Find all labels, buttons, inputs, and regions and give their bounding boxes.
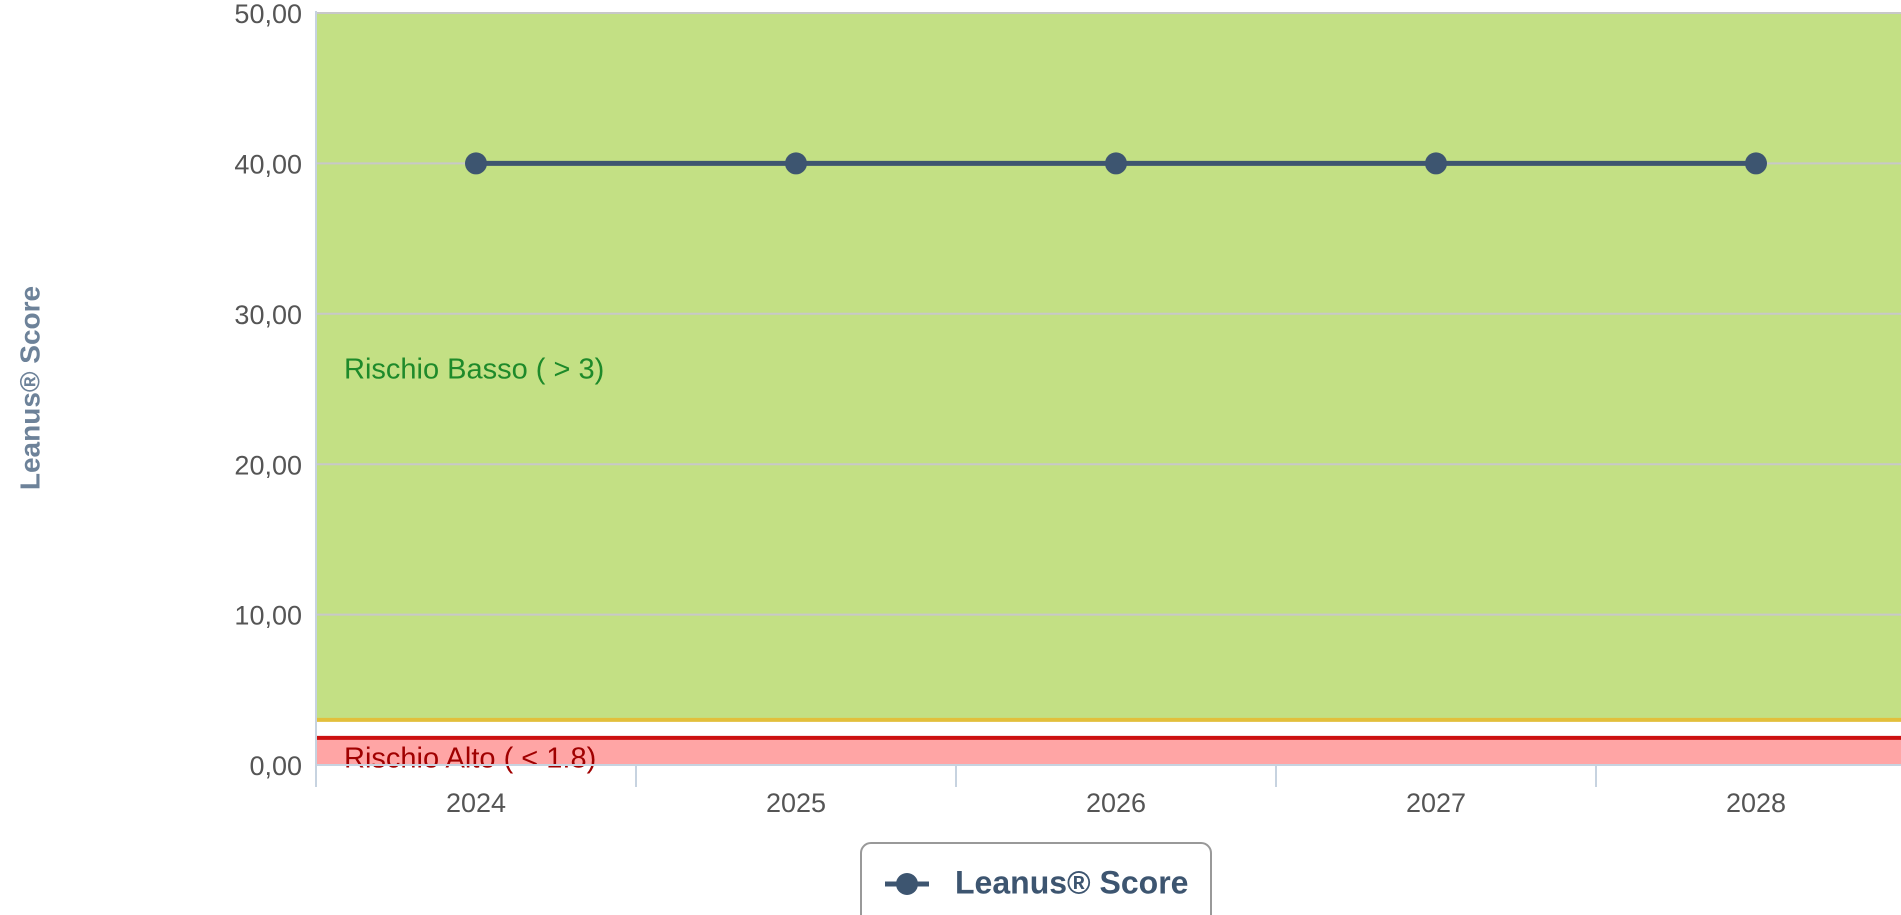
point bbox=[1105, 152, 1127, 175]
legend-label: Leanus® Score bbox=[955, 864, 1188, 900]
legend-box bbox=[860, 842, 1212, 915]
point bbox=[465, 152, 487, 175]
plot-band-label: Rischio Alto ( < 1.8) bbox=[344, 743, 596, 775]
y-tick-label: 10,00 bbox=[234, 601, 302, 631]
x-tick-label: 2026 bbox=[1086, 788, 1146, 818]
x-tick-label: 2024 bbox=[446, 788, 506, 818]
plot-band bbox=[316, 737, 1901, 765]
y-tick-label: 40,00 bbox=[234, 150, 302, 180]
y-tick-label: 30,00 bbox=[234, 300, 302, 330]
y-tick-label: 50,00 bbox=[234, 0, 302, 29]
x-tick-label: 2028 bbox=[1726, 788, 1786, 818]
point bbox=[785, 152, 807, 175]
y-tick-label: 20,00 bbox=[234, 450, 302, 480]
legend-symbol bbox=[896, 873, 918, 895]
point bbox=[1425, 152, 1447, 175]
x-tick-label: 2027 bbox=[1406, 788, 1466, 818]
plot-band bbox=[316, 13, 1901, 720]
y-tick-label: 0,00 bbox=[249, 751, 302, 781]
plot-band-label: Rischio Basso ( > 3) bbox=[344, 354, 604, 386]
x-tick-label: 2025 bbox=[766, 788, 826, 818]
point bbox=[1745, 152, 1767, 175]
y-axis-title: Leanus® Score bbox=[14, 286, 45, 490]
